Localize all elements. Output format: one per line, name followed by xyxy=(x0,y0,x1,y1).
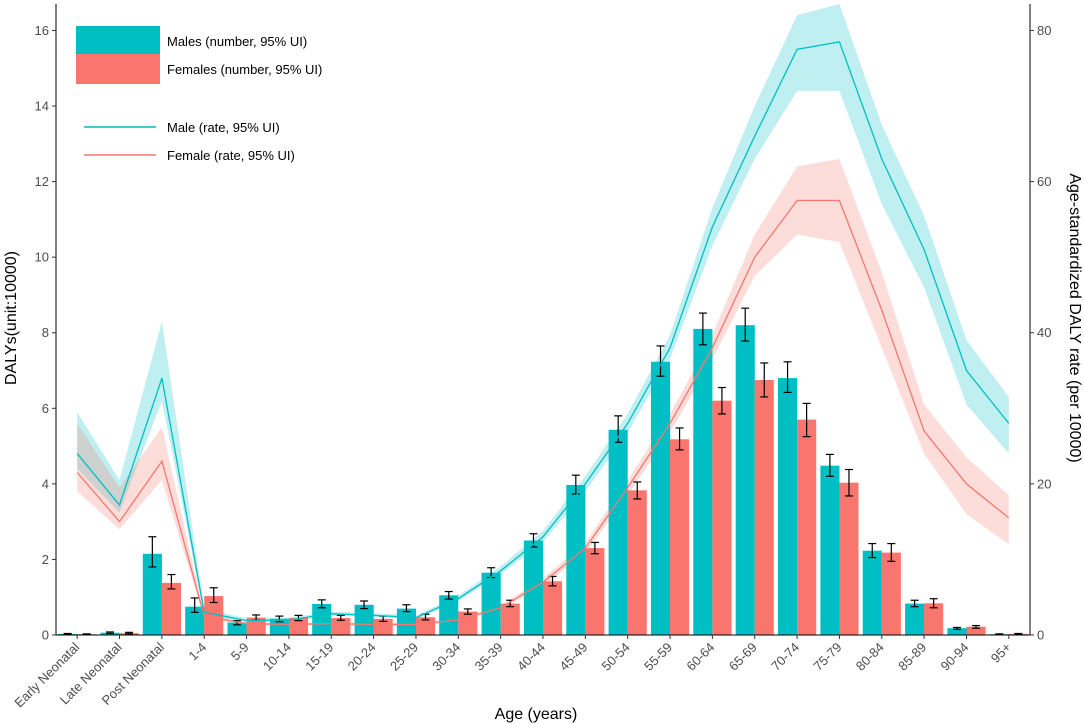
bar-female xyxy=(458,611,478,635)
legend-label-1: Females (number, 95% UI) xyxy=(167,62,322,77)
bar-female xyxy=(924,603,944,635)
rate-line-male xyxy=(76,41,1010,622)
y-tick-label-left: 12 xyxy=(35,174,49,189)
bar-female xyxy=(288,618,308,635)
bar-female xyxy=(373,618,393,635)
x-tick-label: 30-34 xyxy=(429,640,463,674)
bar-male xyxy=(735,325,755,635)
rate-line-female xyxy=(76,199,1010,626)
bar-male xyxy=(820,465,840,635)
bar-female xyxy=(246,617,266,635)
x-axis-title: Age (years) xyxy=(495,706,578,723)
bar-female xyxy=(161,582,181,635)
bar-female xyxy=(331,618,351,635)
bar-male xyxy=(862,550,882,635)
x-tick-label: 20-24 xyxy=(345,640,379,674)
bar-female xyxy=(500,603,520,635)
bar-female xyxy=(797,419,817,635)
bar-male xyxy=(566,485,586,635)
bar-male xyxy=(354,604,374,635)
y-axis-title-left: DALYs(unit:10000) xyxy=(3,251,20,385)
x-tick-label: 1-4 xyxy=(185,640,209,664)
bar-female xyxy=(204,596,224,635)
bar-female xyxy=(754,380,774,635)
y-tick-label-right: 60 xyxy=(1037,174,1051,189)
x-tick-label: 35-39 xyxy=(472,640,506,674)
x-tick-label: 80-84 xyxy=(853,640,887,674)
bar-male xyxy=(481,572,501,635)
x-tick-label: 90-94 xyxy=(937,640,971,674)
x-tick-label: 45-49 xyxy=(556,640,590,674)
bar-male xyxy=(312,604,332,635)
y-tick-label-right: 0 xyxy=(1037,628,1044,643)
x-tick-label: 25-29 xyxy=(387,640,421,674)
y-tick-label-left: 8 xyxy=(42,325,49,340)
bar-female xyxy=(585,548,605,635)
x-tick-label: 10-14 xyxy=(260,640,294,674)
bar-male xyxy=(396,608,416,635)
x-tick-label: 75-79 xyxy=(810,640,844,674)
bar-male xyxy=(269,618,289,635)
bar-male xyxy=(227,622,247,635)
y-tick-label-left: 2 xyxy=(42,552,49,567)
x-tick-label: 15-19 xyxy=(302,640,336,674)
bar-female xyxy=(966,626,986,635)
bar-male xyxy=(778,378,798,635)
rate-lines xyxy=(76,41,1010,626)
x-tick-label: 55-59 xyxy=(641,640,675,674)
bar-male xyxy=(947,628,967,635)
bar-female xyxy=(839,482,859,635)
bar-male xyxy=(185,606,205,635)
y-tick-label-right: 40 xyxy=(1037,325,1051,340)
y-tick-label-left: 14 xyxy=(35,99,49,114)
bar-male xyxy=(651,361,671,635)
y-tick-label-right: 20 xyxy=(1037,476,1051,491)
legend-label-2: Male (rate, 95% UI) xyxy=(167,120,280,135)
bar-female xyxy=(543,581,563,635)
legend-label-0: Males (number, 95% UI) xyxy=(167,34,307,49)
x-tick-label: 40-44 xyxy=(514,640,548,674)
y-axis-title-right: Age-standardized DALY rate (per 10000) xyxy=(1066,173,1083,462)
y-tick-label-right: 80 xyxy=(1037,23,1051,38)
y-tick-label-left: 0 xyxy=(42,628,49,643)
x-tick-label: 95+ xyxy=(988,640,1014,666)
bar-female xyxy=(670,439,690,635)
bar-male xyxy=(142,553,162,635)
axes xyxy=(52,4,1034,639)
y-tick-label-left: 16 xyxy=(35,23,49,38)
x-tick-label: 50-54 xyxy=(599,640,633,674)
x-tick-label: 65-69 xyxy=(726,640,760,674)
legend-swatch-1 xyxy=(76,54,160,84)
bar-female xyxy=(881,552,901,635)
bar-female xyxy=(712,400,732,635)
y-tick-label-left: 6 xyxy=(42,401,49,416)
daly-bars xyxy=(58,325,1028,635)
legend-swatch-0 xyxy=(76,26,160,56)
daly-error-bars xyxy=(63,307,1023,636)
legend: Males (number, 95% UI) Females (number, 9… xyxy=(76,26,322,163)
bar-male xyxy=(608,429,628,635)
bar-male xyxy=(905,603,925,635)
legend-label-3: Female (rate, 95% UI) xyxy=(167,148,295,163)
bar-male xyxy=(693,328,713,635)
bar-female xyxy=(627,490,647,635)
bar-male xyxy=(439,595,459,635)
y-tick-label-left: 10 xyxy=(35,250,49,265)
x-tick-label: 5-9 xyxy=(228,640,252,664)
bar-female xyxy=(416,617,436,635)
rate-ui-bands xyxy=(77,4,1009,626)
x-tick-label: 70-74 xyxy=(768,640,802,674)
x-tick-label: 85-89 xyxy=(895,640,929,674)
x-tick-label: 60-64 xyxy=(683,640,717,674)
y-tick-label-left: 4 xyxy=(42,476,49,491)
